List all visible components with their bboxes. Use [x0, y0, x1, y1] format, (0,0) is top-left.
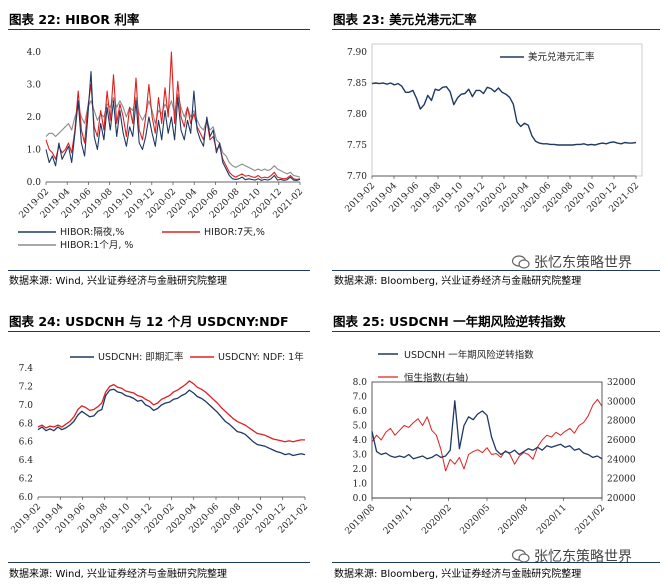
rr-left-tick-label: 0.0 — [353, 494, 368, 504]
rr-left-tick-label: 5.0 — [353, 422, 368, 432]
rr-right-tick-label: 26000 — [607, 436, 636, 446]
chart-title-usdcnh: 图表 24: USDCNH 与 12 个月 USDCNY:NDF — [9, 314, 289, 329]
usdcnh-y-tick-label: 6.4 — [19, 456, 34, 466]
usdcnh-y-tick-label: 6.8 — [19, 419, 34, 429]
hibor-series-line — [45, 51, 301, 180]
chart-title-risk-reversal: 图表 25: USDCNH 一年期风险逆转指数 — [333, 314, 566, 329]
usdhkd-series-line — [371, 82, 637, 146]
rr-series-line — [371, 400, 603, 460]
hibor-series-line — [45, 70, 301, 181]
usdcnh-y-tick-label: 6.2 — [19, 475, 33, 485]
rr-right-tick-label: 24000 — [607, 455, 636, 465]
source-note-hibor: 数据来源: Wind, 兴业证券经济与金融研究院整理 — [9, 276, 228, 287]
hibor-y-tick-label: 0.0 — [27, 178, 42, 188]
usdhkd-y-tick-label: 7.75 — [347, 141, 367, 151]
watermark: 张忆东策略世界 — [511, 546, 632, 566]
rr-x-tick-label: 2019/08 — [344, 503, 378, 537]
rr-left-tick-label: 6.0 — [353, 407, 368, 417]
usdcnh-y-tick-label: 7.0 — [19, 401, 34, 411]
usdcnh-y-tick-label: 7.2 — [19, 382, 33, 392]
rr-left-tick-label: 1.0 — [353, 480, 368, 490]
rr-left-tick-label: 8.0 — [353, 378, 368, 388]
source-note-usdhkd: 数据来源: Bloomberg, 兴业证券经济与金融研究院整理 — [334, 276, 582, 287]
source-rule — [8, 562, 310, 563]
usdcnh-series-line — [37, 388, 306, 457]
rr-right-tick-label: 28000 — [607, 417, 636, 427]
plot-frame — [371, 43, 643, 177]
usdhkd-y-tick-label: 7.80 — [347, 110, 367, 120]
hibor-chart: 0.01.02.03.04.02019-022019-042019-062019… — [18, 48, 306, 251]
rr-left-tick-label: 3.0 — [353, 451, 368, 461]
legend-label: USDCNY: NDF: 1年 — [218, 351, 304, 363]
title-rule — [8, 29, 310, 30]
usdcnh-y-tick-label: 7.4 — [19, 364, 34, 374]
hibor-y-tick-label: 3.0 — [27, 81, 42, 91]
usdcnh-series-line — [37, 380, 305, 443]
source-rule — [8, 270, 310, 271]
legend-label: HIBOR:1个月, % — [60, 240, 133, 251]
title-rule — [332, 331, 660, 332]
source-note-usdcnh: 数据来源: Wind, 兴业证券经济与金融研究院整理 — [9, 569, 228, 580]
source-rule — [332, 562, 660, 563]
rr-series-line — [371, 398, 603, 472]
usdcnh-chart: 6.06.26.46.66.87.07.27.42019-022019-0420… — [10, 351, 311, 536]
rr-x-tick-label: 2020/08 — [497, 503, 531, 537]
rr-x-tick-label: 2019/11 — [382, 503, 416, 537]
chart-title-hibor: 图表 22: HIBOR 利率 — [9, 12, 140, 27]
hibor-y-tick-label: 1.0 — [27, 146, 42, 156]
usdcnh-y-tick-label: 6.6 — [19, 438, 34, 448]
rr-right-tick-label: 20000 — [607, 494, 636, 504]
source-note-risk-reversal: 数据来源: Bloomberg, 兴业证券经济与金融研究院整理 — [334, 569, 582, 580]
rr-right-tick-label: 32000 — [607, 378, 636, 388]
legend-label: USDCNH 一年期风险逆转指数 — [404, 349, 534, 361]
hibor-series-line — [45, 93, 301, 178]
watermark-text: 张忆东策略世界 — [534, 255, 632, 271]
rr-x-tick-label: 2021/02 — [574, 503, 608, 537]
wechat-icon — [511, 255, 530, 269]
rr-x-tick-label: 2020/11 — [535, 503, 569, 537]
usdcnh-y-tick-label: 6.0 — [19, 493, 34, 503]
watermark: 张忆东策略世界 — [511, 252, 632, 272]
title-rule — [8, 331, 310, 332]
rr-left-tick-label: 4.0 — [353, 436, 368, 446]
usdhkd-y-tick-label: 7.85 — [347, 79, 367, 89]
rr-left-tick-label: 7.0 — [353, 393, 368, 403]
legend-label: 恒生指数(右轴) — [404, 372, 468, 384]
usdhkd-y-tick-label: 7.70 — [347, 172, 367, 182]
usdhkd-chart: 7.707.757.807.857.902019-022019-042019-0… — [344, 43, 643, 215]
rr-x-tick-label: 2020/02 — [420, 503, 454, 537]
legend-label: 美元兑港元汇率 — [528, 51, 595, 63]
title-rule — [332, 29, 660, 30]
chart-title-usdhkd: 图表 23: 美元兑港元汇率 — [333, 12, 477, 27]
rr-right-tick-label: 22000 — [607, 475, 636, 485]
legend-label: USDCNH: 即期汇率 — [98, 351, 184, 363]
hibor-y-tick-label: 4.0 — [27, 48, 42, 58]
usdhkd-y-tick-label: 7.90 — [347, 48, 367, 58]
source-rule — [332, 270, 660, 271]
legend-label: HIBOR:7天,% — [204, 227, 265, 238]
wechat-icon — [511, 549, 530, 563]
plot-frame — [371, 381, 603, 499]
rr-x-tick-label: 2020/05 — [459, 503, 493, 537]
rr-left-tick-label: 2.0 — [353, 465, 368, 475]
legend-label: HIBOR:隔夜,% — [60, 226, 124, 238]
watermark-text: 张忆东策略世界 — [534, 549, 632, 565]
rr-right-tick-label: 30000 — [607, 397, 636, 407]
risk-reversal-chart: 0.0 1.0 2.0 3.0 4.0 5.0 6.0 7.0 8.0 20000 22000 240… — [344, 349, 636, 537]
hibor-y-tick-label: 2.0 — [27, 113, 42, 123]
